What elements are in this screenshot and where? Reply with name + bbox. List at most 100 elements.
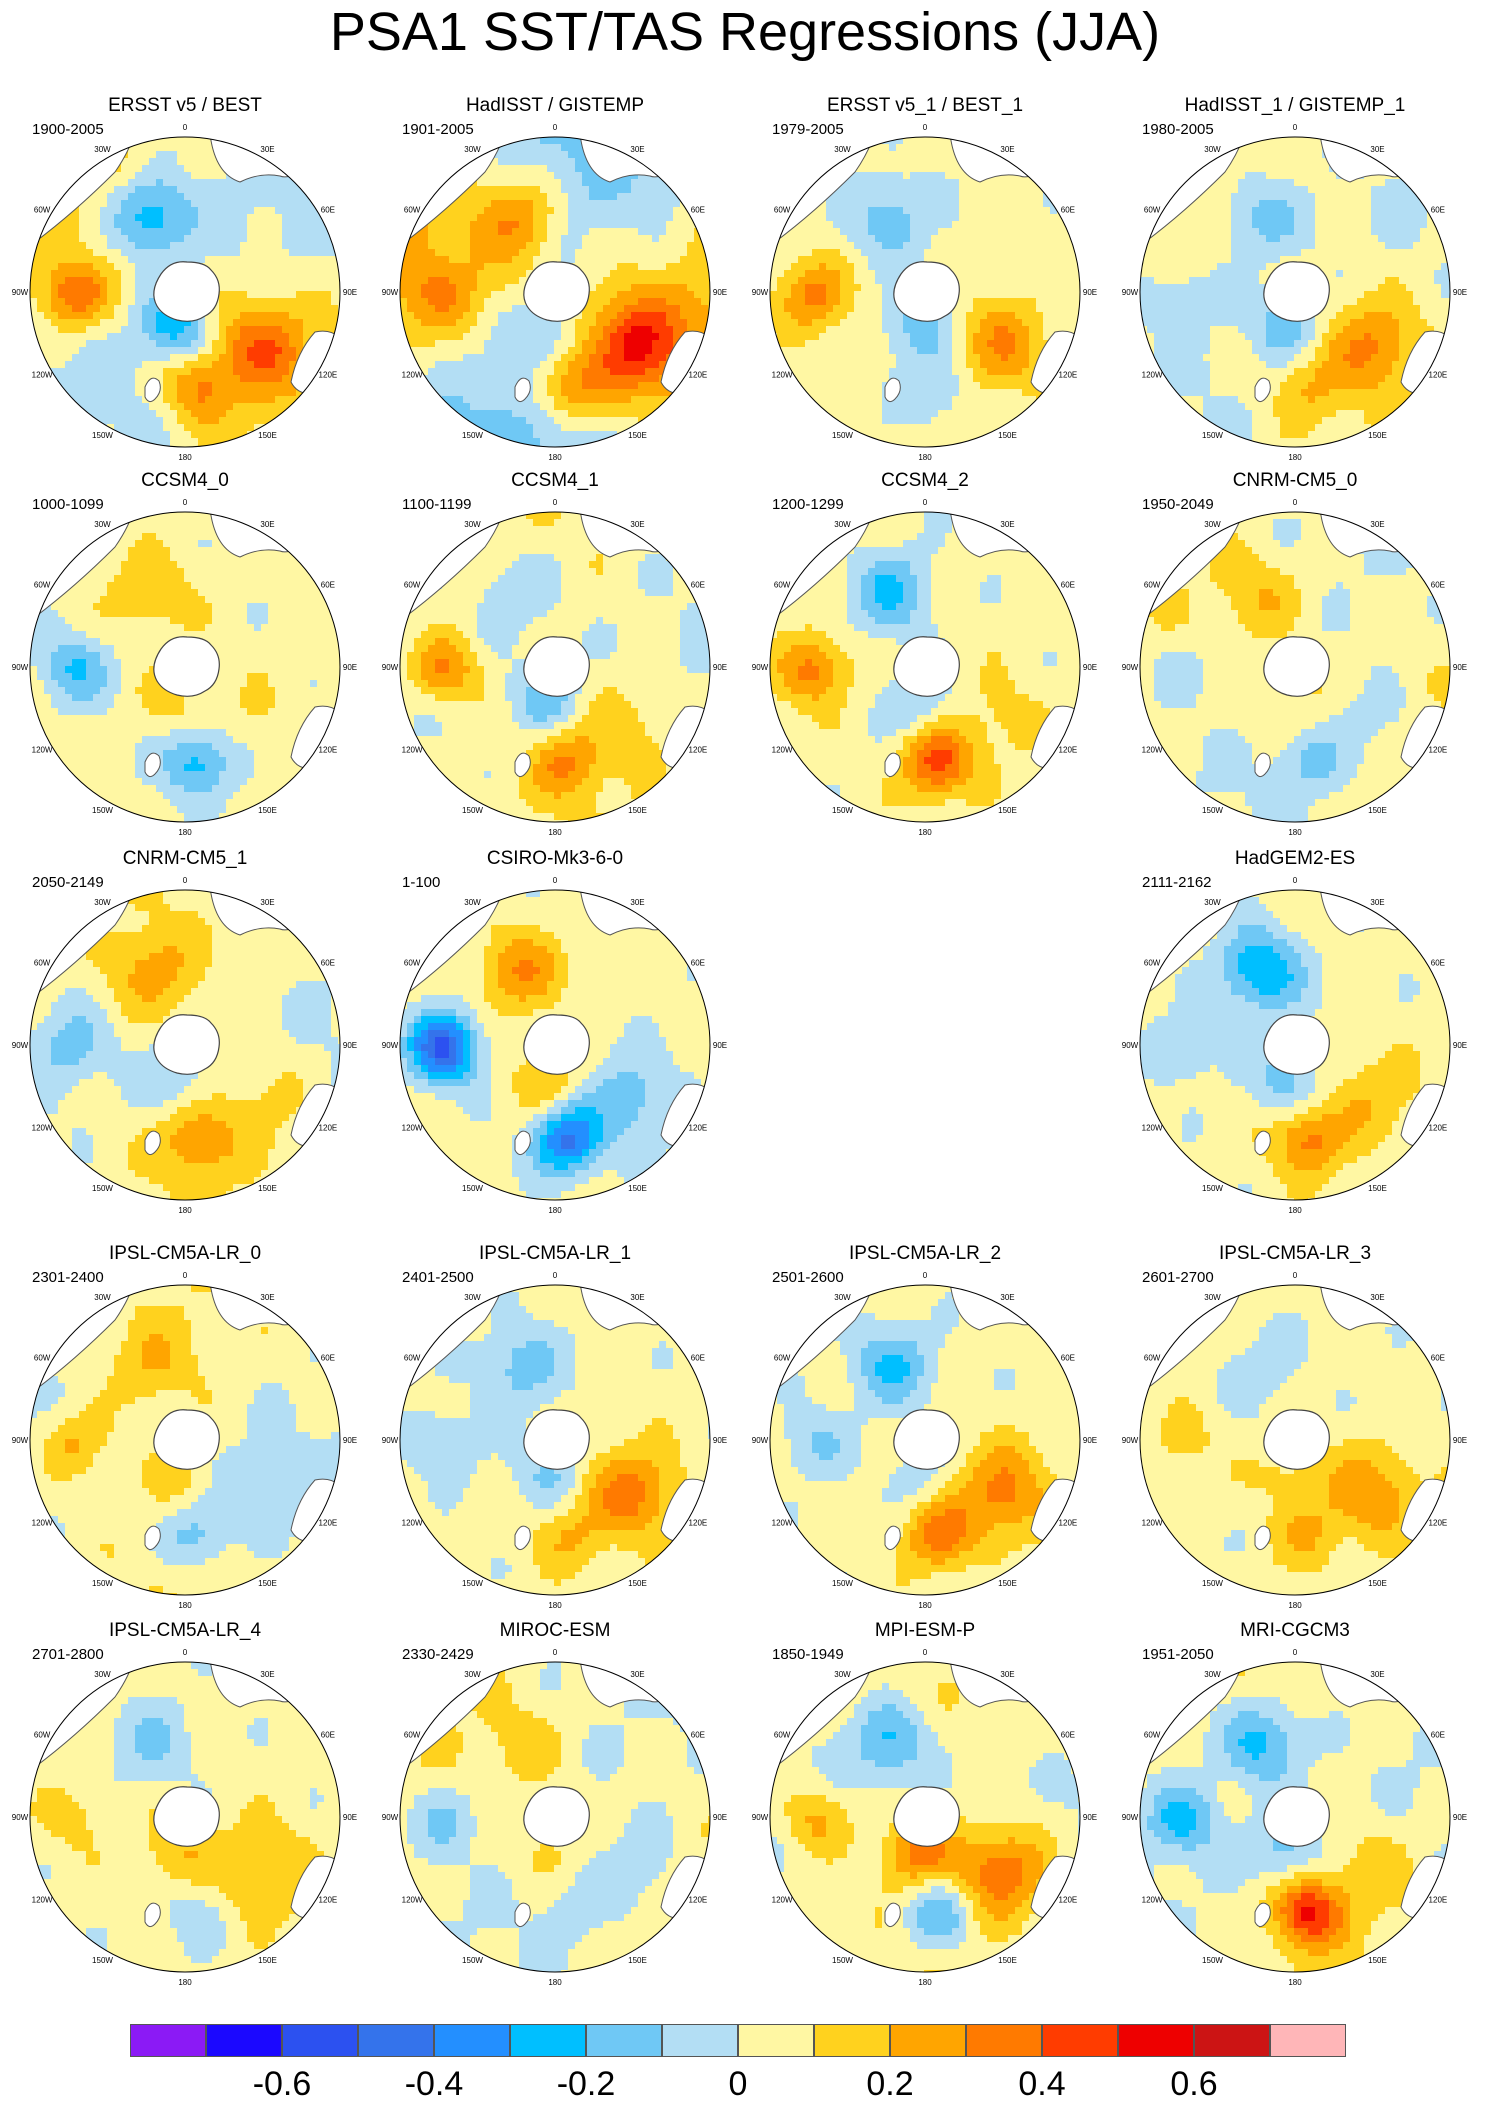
longitude-label: 180 <box>1288 453 1302 462</box>
longitude-label: 120W <box>32 1896 53 1905</box>
longitude-label: 150E <box>628 1184 647 1193</box>
longitude-label: 90W <box>1122 1041 1139 1050</box>
longitude-label: 180 <box>548 1601 562 1610</box>
longitude-label: 30W <box>1204 1293 1221 1302</box>
longitude-label: 60W <box>34 581 51 590</box>
panel-title: CSIRO-Mk3-6-0 <box>370 848 740 870</box>
longitude-label: 30E <box>1000 520 1014 529</box>
polar-stereographic-map: 0 30E 60E 90E 120E 150E 180 150W 120W 90W 60W 30W <box>12 1648 357 1987</box>
longitude-label: 120W <box>772 746 793 755</box>
longitude-label: 150W <box>462 431 483 440</box>
longitude-label: 90E <box>343 288 357 297</box>
landmass <box>144 1902 161 1928</box>
map-border <box>1139 889 1451 1201</box>
polar-stereographic-map: 0 30E 60E 90E 120E 150E 180 150W 120W 90W 60W 30W <box>752 123 1097 462</box>
longitude-label: 120W <box>402 371 423 380</box>
map-border <box>769 1284 1081 1596</box>
antarctica-landmass <box>523 1014 590 1075</box>
longitude-label: 0 <box>553 1271 558 1280</box>
longitude-label: 150W <box>832 806 853 815</box>
longitude-label: 120W <box>772 1896 793 1905</box>
longitude-label: 60W <box>1144 1354 1161 1363</box>
panel-period: 1951-2050 <box>1142 1646 1214 1664</box>
longitude-label: 0 <box>553 876 558 885</box>
longitude-label: 60E <box>1431 1354 1445 1363</box>
longitude-label: 90W <box>1122 663 1139 672</box>
longitude-label: 180 <box>1288 828 1302 837</box>
panel-period: 2601-2700 <box>1142 1269 1214 1287</box>
colorbar-swatch <box>206 2024 282 2057</box>
landmass <box>884 1525 901 1551</box>
longitude-label: 120W <box>1142 1896 1163 1905</box>
longitude-label: 60W <box>404 581 421 590</box>
longitude-label: 90W <box>12 663 29 672</box>
longitude-label: 180 <box>178 1978 192 1987</box>
longitude-label: 150W <box>462 1184 483 1193</box>
longitude-label: 150W <box>462 806 483 815</box>
polar-stereographic-map: 0 30E 60E 90E 120E 150E 180 150W 120W 90W 60W 30W <box>752 498 1097 837</box>
colorbar-label: -0.6 <box>222 2064 342 2104</box>
longitude-label: 30W <box>464 520 481 529</box>
map-border <box>29 511 341 823</box>
map-panel: ERSST v5_1 / BEST_1 1979-2005 0 30E 60E 90E 12… <box>740 95 1110 462</box>
longitude-label: 90W <box>752 288 769 297</box>
panel-period: 2701-2800 <box>32 1646 104 1664</box>
panel-title: CCSM4_2 <box>740 470 1110 492</box>
antarctica-landmass <box>1263 1014 1330 1075</box>
longitude-label: 90E <box>1083 288 1097 297</box>
longitude-label: 90W <box>12 1041 29 1050</box>
longitude-label: 120E <box>319 1896 338 1905</box>
longitude-label: 90E <box>343 1041 357 1050</box>
map-border <box>399 136 711 448</box>
panel-period: 1-100 <box>402 874 440 892</box>
antarctica-landmass <box>153 261 220 322</box>
longitude-label: 180 <box>548 1206 562 1215</box>
longitude-label: 30W <box>1204 145 1221 154</box>
map-panel: IPSL-CM5A-LR_1 2401-2500 0 30E 60E 90E 120E 150… <box>370 1243 740 1610</box>
longitude-label: 30E <box>630 1670 644 1679</box>
polar-stereographic-map: 0 30E 60E 90E 120E 150E 180 150W 120W 90W 60W 30W <box>1122 498 1467 837</box>
longitude-label: 30E <box>630 898 644 907</box>
longitude-label: 30E <box>1000 1293 1014 1302</box>
panel-title: MRI-CGCM3 <box>1110 1620 1480 1642</box>
regression-field <box>30 1285 340 1595</box>
longitude-label: 0 <box>1293 1648 1298 1657</box>
map-border <box>29 136 341 448</box>
panel-period: 2050-2149 <box>32 874 104 892</box>
longitude-label: 150W <box>92 1956 113 1965</box>
landmass <box>1254 1902 1271 1928</box>
panel-period: 2301-2400 <box>32 1269 104 1287</box>
map-panel: CNRM-CM5_1 2050-2149 0 30E 60E 90E 120E 150E 180… <box>0 848 370 1215</box>
longitude-label: 60E <box>321 206 335 215</box>
panel-title: MIROC-ESM <box>370 1620 740 1642</box>
panel-period: 1901-2005 <box>402 121 474 139</box>
longitude-label: 150E <box>998 806 1017 815</box>
longitude-label: 120W <box>1142 371 1163 380</box>
longitude-label: 30W <box>834 520 851 529</box>
antarctica-landmass <box>1263 636 1330 697</box>
longitude-label: 150W <box>1202 1956 1223 1965</box>
longitude-label: 90W <box>1122 1436 1139 1445</box>
longitude-label: 0 <box>1293 1271 1298 1280</box>
longitude-label: 180 <box>178 1601 192 1610</box>
longitude-label: 180 <box>918 1978 932 1987</box>
longitude-label: 120E <box>689 746 708 755</box>
landmass <box>144 1525 161 1551</box>
longitude-label: 90W <box>382 663 399 672</box>
longitude-label: 30E <box>260 1670 274 1679</box>
longitude-label: 30E <box>1000 145 1014 154</box>
colorbar-label: -0.2 <box>526 2064 646 2104</box>
longitude-label: 180 <box>548 828 562 837</box>
longitude-label: 0 <box>923 1648 928 1657</box>
map-panel: ERSST v5 / BEST 1900-2005 0 30E 60E 90E 120E 15… <box>0 95 370 462</box>
map-panel: CCSM4_0 1000-1099 0 30E 60E 90E 120E 150E 180 150… <box>0 470 370 837</box>
longitude-label: 60W <box>404 959 421 968</box>
antarctica-landmass <box>523 1409 590 1470</box>
longitude-label: 120E <box>689 1124 708 1133</box>
map-border <box>1139 136 1451 448</box>
regression-field <box>1140 890 1450 1200</box>
map-panel: MIROC-ESM 2330-2429 0 30E 60E 90E 120E 150E 180 1… <box>370 1620 740 1987</box>
longitude-label: 30E <box>260 145 274 154</box>
longitude-label: 120E <box>1429 1519 1448 1528</box>
longitude-label: 90W <box>12 1436 29 1445</box>
